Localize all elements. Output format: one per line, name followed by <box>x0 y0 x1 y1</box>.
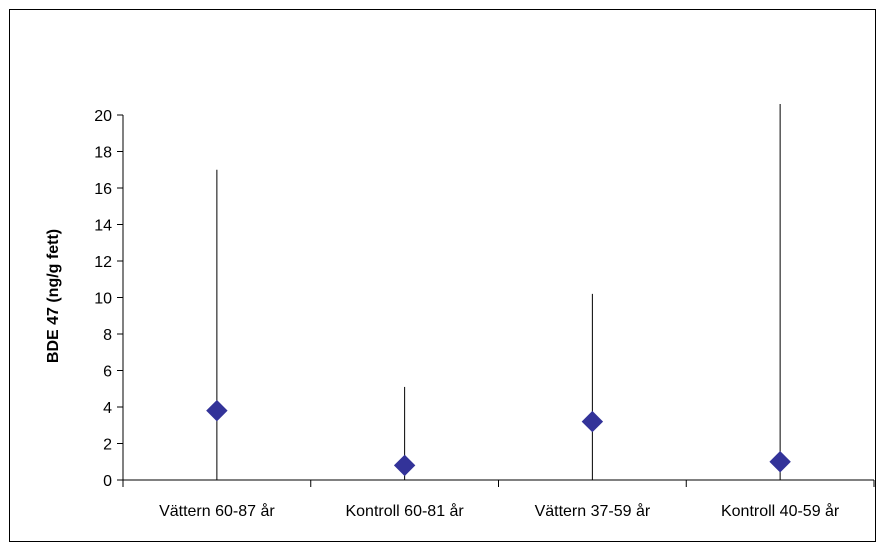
y-tick-label: 6 <box>103 364 112 381</box>
chart-frame <box>9 9 876 542</box>
y-tick-label: 4 <box>103 400 112 417</box>
y-tick-label: 2 <box>103 437 112 454</box>
y-tick-label: 8 <box>103 327 112 344</box>
data-point <box>206 399 228 422</box>
y-tick-label: 20 <box>94 108 112 125</box>
y-tick-label: 12 <box>94 254 112 271</box>
data-point <box>393 454 416 477</box>
data-points <box>206 399 791 477</box>
y-tick-label: 18 <box>94 145 112 162</box>
x-tick-label: Vättern 37-59 år <box>535 502 651 520</box>
axes: 0 2 4 6 8 10 12 14 16 18 20 Vättern 60-87 år Kontrol… <box>94 108 875 520</box>
x-tick-label: Kontroll 40-59 år <box>721 502 840 520</box>
x-tick-label: Kontroll 60-81 år <box>345 502 464 520</box>
y-axis-title: BDE 47 (ng/g fett) <box>45 229 62 363</box>
range-lines <box>216 104 781 480</box>
y-tick-label: 16 <box>94 181 112 198</box>
data-point <box>581 410 604 433</box>
y-tick-label: 14 <box>94 218 112 235</box>
x-tick-label: Vättern 60-87 år <box>159 502 275 520</box>
y-tick-label: 10 <box>94 291 112 308</box>
data-point <box>769 451 791 473</box>
y-tick-label: 0 <box>103 473 112 490</box>
